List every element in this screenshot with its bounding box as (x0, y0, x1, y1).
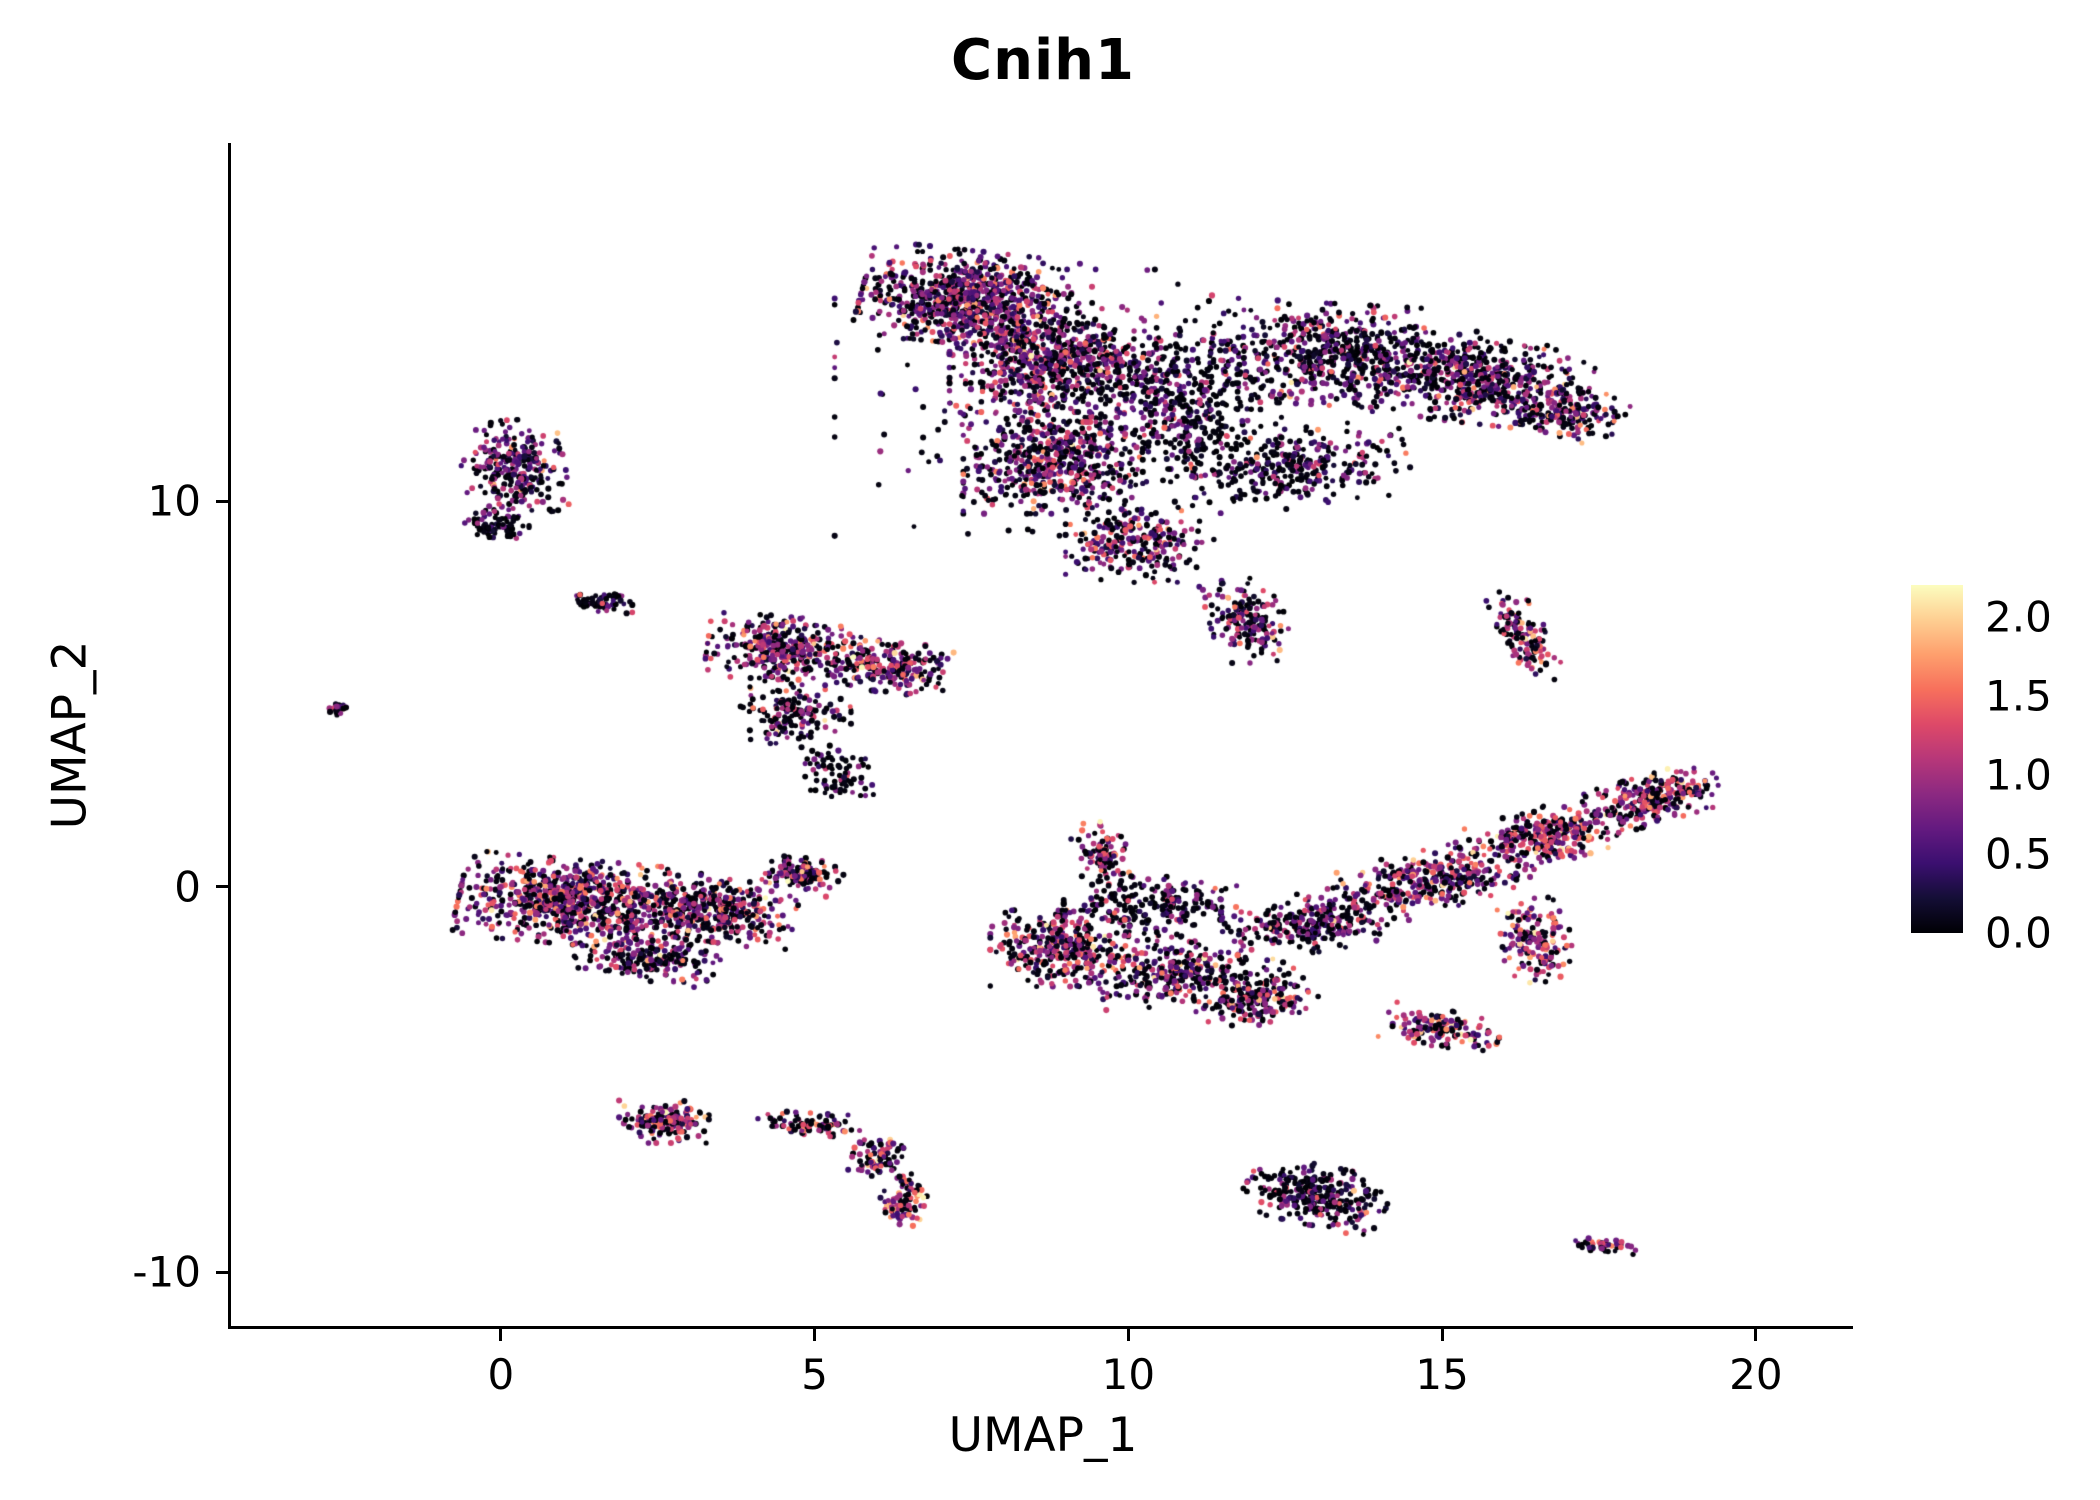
colorbar-tick-label: 0.5 (1985, 829, 2052, 879)
y-tick-mark (216, 499, 231, 503)
colorbar-tick-label: 2.0 (1985, 592, 2052, 642)
x-tick-label: 5 (801, 1350, 828, 1399)
x-tick-mark (499, 1326, 503, 1341)
y-tick-mark (216, 885, 231, 889)
y-axis-line (228, 143, 231, 1329)
y-tick-label: 0 (174, 862, 201, 912)
colorbar-tick-label: 1.5 (1985, 671, 2052, 721)
x-tick-label: 10 (1101, 1350, 1156, 1399)
x-tick-label: 15 (1415, 1350, 1469, 1399)
x-tick-mark (1754, 1326, 1758, 1341)
colorbar-gradient (1911, 585, 1963, 933)
colorbar-tick-label: 0.0 (1985, 908, 2052, 958)
x-tick-label: 20 (1729, 1350, 1783, 1399)
y-axis-label: UMAP_2 (42, 640, 98, 830)
x-axis-label: UMAP_1 (948, 1408, 1138, 1463)
colorbar-tick-label: 1.0 (1985, 750, 2052, 800)
x-tick-mark (1440, 1326, 1444, 1341)
x-tick-mark (813, 1326, 817, 1341)
x-tick-mark (1126, 1326, 1130, 1341)
x-tick-label: 0 (487, 1350, 515, 1399)
scatter-points-canvas (231, 143, 1850, 1326)
y-tick-mark (216, 1270, 231, 1274)
y-tick-label: -10 (132, 1247, 201, 1297)
plot-title: Cnih1 (951, 28, 1135, 93)
x-axis-line (228, 1326, 1853, 1329)
y-tick-label: 10 (147, 476, 201, 526)
